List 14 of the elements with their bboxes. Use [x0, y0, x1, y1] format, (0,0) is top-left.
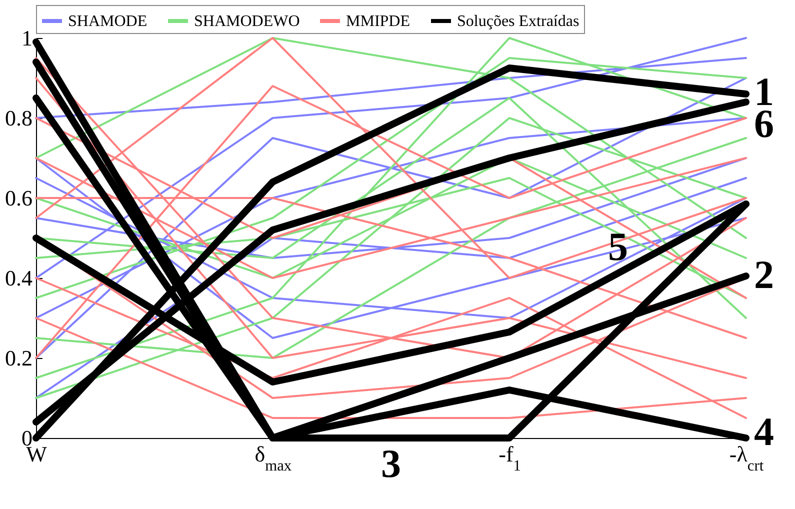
legend-label: SHAMODEWO [194, 13, 300, 30]
x-tick-label: -f$_{1}$ [498, 442, 522, 474]
y-tick-label: 0.4 [5, 266, 32, 290]
legend-label: SHAMODE [68, 13, 148, 30]
y-tick-label: 0.2 [5, 346, 32, 370]
text: 2 [754, 252, 774, 297]
y-tick-label: 0.8 [5, 106, 32, 130]
y-tick-label: 1 [22, 26, 32, 50]
annotation: 5 [608, 224, 628, 269]
x-tick-label: δ$_{max}$ [254, 442, 292, 474]
legend-label: Soluções Extraídas [457, 13, 580, 30]
legend-label: MMIPDE [346, 13, 410, 30]
y-tick-label: 0.6 [5, 186, 32, 210]
text: 3 [381, 441, 401, 486]
